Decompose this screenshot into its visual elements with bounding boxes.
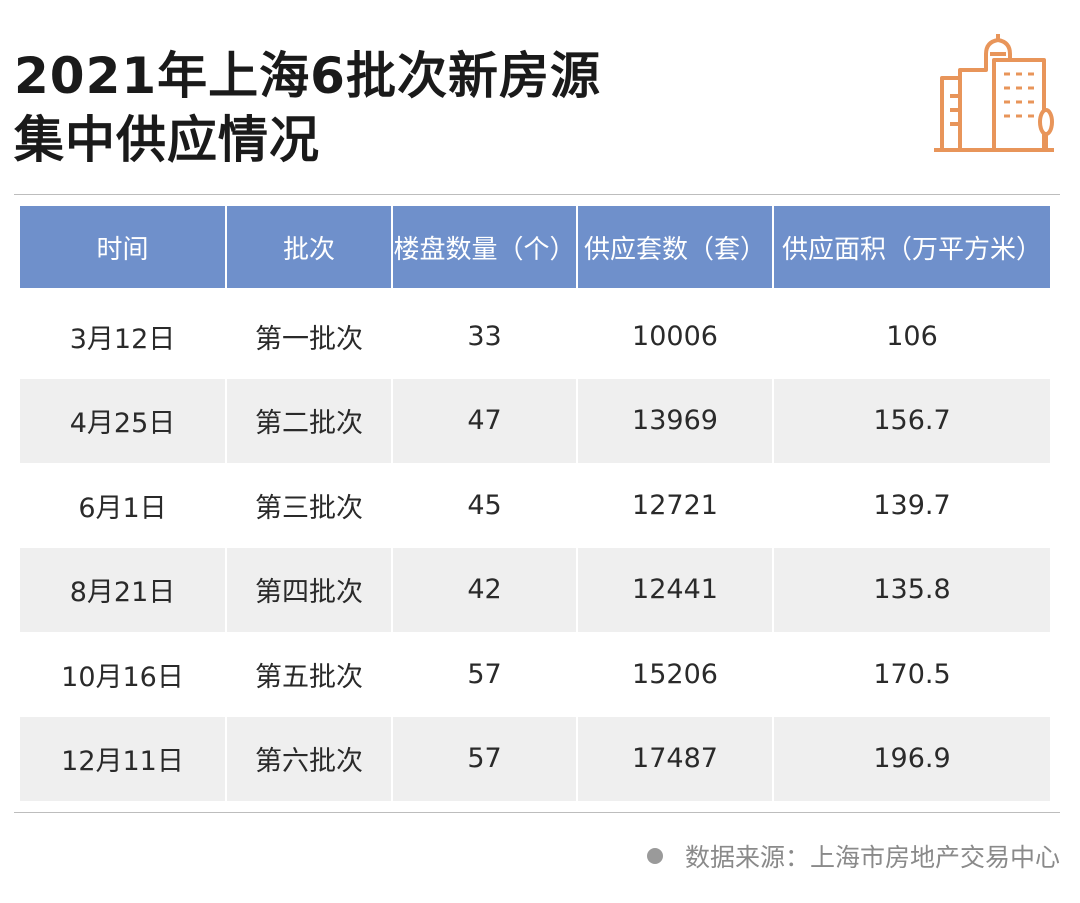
cell-batch: 第三批次 (226, 463, 393, 548)
cell-unit-count: 15206 (577, 632, 774, 717)
data-source: 数据来源：上海市房地产交易中心 (646, 838, 1060, 874)
top-divider (14, 194, 1060, 195)
city-buildings-icon (934, 34, 1054, 152)
supply-table: 时间 批次 楼盘数量（个） 供应套数（套） 供应面积（万平方米） 3月12日 第… (20, 206, 1050, 801)
cell-project-count: 45 (392, 463, 578, 548)
table-row: 8月21日 第四批次 42 12441 135.8 (20, 547, 1050, 632)
header-area: 供应面积（万平方米） (773, 206, 1050, 288)
cell-area: 139.7 (873, 489, 951, 521)
table-row: 12月11日 第六批次 57 17487 196.9 (20, 716, 1050, 801)
cell-unit-count: 12721 (577, 463, 774, 548)
cell-batch: 第一批次 (226, 288, 393, 379)
cell-project-count: 33 (392, 288, 578, 379)
cell-batch: 第四批次 (226, 547, 393, 632)
bottom-divider (14, 812, 1060, 813)
cell-area: 156.7 (773, 378, 1050, 463)
header-unit-count: 供应套数（套） (577, 206, 774, 288)
cell-unit-count: 12441 (577, 547, 774, 632)
header-project-count: 楼盘数量（个） (392, 206, 578, 288)
cell-area: 196.9 (773, 716, 1050, 801)
cell-area: 106 (886, 320, 938, 352)
header-batch: 批次 (226, 206, 393, 288)
table-row: 10月16日 第五批次 57 15206 170.5 (20, 632, 1050, 717)
cell-project-count: 57 (392, 632, 578, 717)
cell-project-count: 47 (392, 378, 578, 463)
bullet-dot-icon (646, 848, 663, 864)
cell-time: 3月12日 (20, 288, 227, 379)
cell-time: 6月1日 (20, 463, 227, 548)
table-row: 3月12日 第一批次 33 10006 106 (20, 288, 1050, 379)
cell-batch: 第五批次 (226, 632, 393, 717)
data-source-text: 数据来源：上海市房地产交易中心 (684, 843, 1060, 872)
cell-time: 8月21日 (20, 547, 227, 632)
cell-batch: 第六批次 (226, 716, 393, 801)
cell-project-count: 57 (392, 716, 578, 801)
cell-area: 170.5 (873, 658, 951, 690)
cell-time: 4月25日 (20, 378, 227, 463)
cell-batch: 第二批次 (226, 378, 393, 463)
table-header-row: 时间 批次 楼盘数量（个） 供应套数（套） 供应面积（万平方米） (20, 206, 1050, 288)
table-row: 6月1日 第三批次 45 12721 139.7 (20, 463, 1050, 548)
table-row: 4月25日 第二批次 47 13969 156.7 (20, 378, 1050, 463)
cell-unit-count: 13969 (577, 378, 774, 463)
cell-unit-count: 17487 (577, 716, 774, 801)
cell-unit-count: 10006 (577, 288, 774, 379)
cell-time: 10月16日 (20, 632, 227, 717)
cell-area: 135.8 (773, 547, 1050, 632)
cell-project-count: 42 (392, 547, 578, 632)
header-time: 时间 (20, 206, 227, 288)
cell-time: 12月11日 (20, 716, 227, 801)
title-line-1: 2021年上海6批次新房源 (14, 47, 601, 105)
page-title: 2021年上海6批次新房源 集中供应情况 (14, 44, 601, 172)
title-line-2: 集中供应情况 (14, 111, 320, 169)
